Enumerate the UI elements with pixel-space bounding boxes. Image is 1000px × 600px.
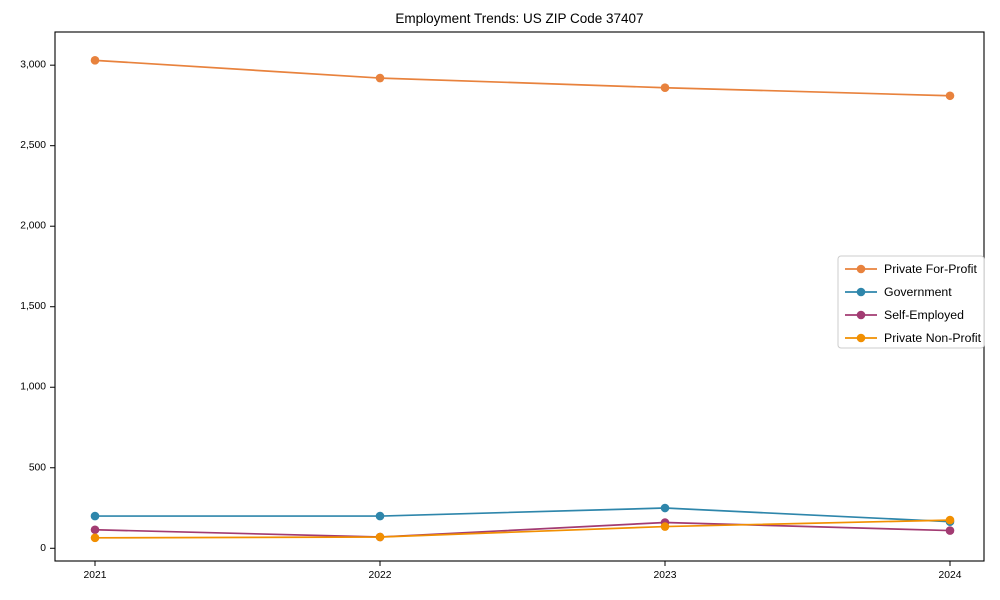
series-line-private-for-profit xyxy=(94,59,951,97)
series-marker-government xyxy=(90,511,100,521)
x-axis-tick-label: 2021 xyxy=(84,570,107,581)
x-axis-tick-label: 2024 xyxy=(939,570,962,581)
x-axis-tick-label: 2022 xyxy=(369,570,392,581)
y-axis-tick-label: 3,000 xyxy=(20,60,46,71)
y-axis-tick-label: 2,500 xyxy=(20,140,46,151)
series-marker-private-for-profit xyxy=(660,83,670,93)
series-marker-private-for-profit xyxy=(90,56,100,65)
legend: Private For-Profit Government Self-Employe… xyxy=(837,255,985,349)
chart-title: Employment Trends: US ZIP Code 37407 xyxy=(395,11,643,26)
series-marker-private-non-profit xyxy=(945,515,955,525)
series-marker-private-non-profit xyxy=(660,522,670,531)
legend-box xyxy=(837,255,985,349)
y-axis-tick-label: 500 xyxy=(29,462,46,473)
series-marker-self-employed xyxy=(945,526,955,535)
legend-item-government: Government xyxy=(845,285,952,299)
series-group xyxy=(90,56,955,543)
legend-marker-sample xyxy=(856,287,866,297)
x-axis: 2021 2022 2023 2024 xyxy=(84,561,962,581)
series-marker-private-for-profit xyxy=(375,73,385,83)
legend-label: Self-Employed xyxy=(884,308,964,322)
legend-marker-sample xyxy=(856,264,866,274)
y-axis-tick-label: 1,000 xyxy=(20,382,46,393)
series-marker-private-non-profit xyxy=(90,533,100,543)
y-axis: 0 500 1,000 1,500 2,000 2,500 3,000 xyxy=(20,60,55,554)
series-marker-government xyxy=(375,511,385,521)
legend-label: Private Non-Profit xyxy=(884,331,982,345)
series-marker-self-employed xyxy=(90,525,100,535)
series-marker-government xyxy=(660,503,670,513)
y-axis-tick-label: 1,500 xyxy=(20,301,46,312)
legend-label: Government xyxy=(884,285,952,299)
legend-item-self-employed: Self-Employed xyxy=(845,308,964,322)
series-marker-private-for-profit xyxy=(945,91,955,101)
x-axis-tick-label: 2023 xyxy=(654,570,677,581)
series-line-self-employed xyxy=(94,521,951,538)
legend-item-private-for-profit: Private For-Profit xyxy=(845,262,978,276)
series-marker-private-non-profit xyxy=(375,532,385,542)
legend-marker-sample xyxy=(856,310,866,320)
legend-label: Private For-Profit xyxy=(884,262,978,276)
series-line-private-non-profit xyxy=(94,519,951,539)
legend-item-private-non-profit: Private Non-Profit xyxy=(845,331,982,345)
y-axis-tick-label: 0 xyxy=(40,543,46,554)
y-axis-tick-label: 2,000 xyxy=(20,221,46,232)
legend-marker-sample xyxy=(856,333,866,343)
series-line-government xyxy=(95,507,951,523)
